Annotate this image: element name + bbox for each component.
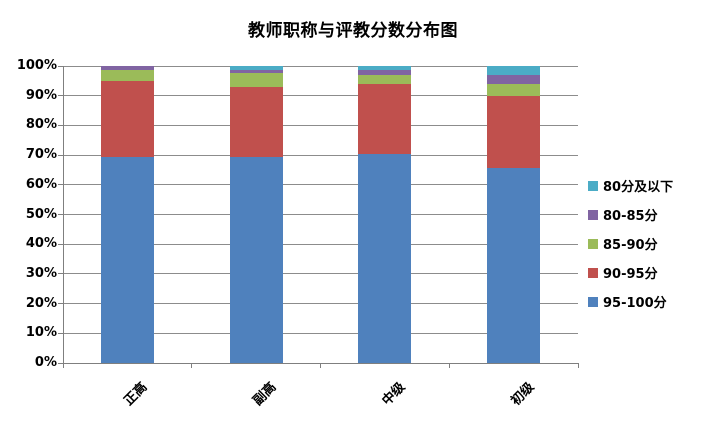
bar-segment-初级-85-90分 — [487, 83, 541, 96]
x-axis-tick — [62, 363, 64, 368]
y-axis-tick — [58, 214, 63, 215]
legend-item-80-85分: 80-85分 — [588, 200, 706, 229]
x-axis-category-label: 正高 — [121, 379, 151, 409]
y-gridline — [63, 154, 578, 156]
y-axis-tick — [58, 303, 63, 305]
x-axis-tick — [191, 363, 193, 368]
bar-segment-初级-95-100分 — [487, 168, 541, 363]
bar-segment-副高-80-85分 — [229, 69, 283, 74]
y-axis-tick — [58, 65, 63, 67]
legend-item-90-95分: 90-95分 — [588, 258, 706, 287]
chart-title: 教师职称与评教分数分布图 — [248, 21, 458, 41]
legend-swatch — [588, 209, 598, 220]
y-gridline — [63, 303, 578, 305]
legend-item-80分及以下: 80分及以下 — [588, 171, 706, 200]
y-axis-tick-label: 40% — [25, 236, 57, 252]
y-axis-tick-label: 0% — [34, 355, 57, 370]
y-axis-tick — [58, 332, 63, 334]
y-gridline — [63, 65, 578, 67]
y-axis-tick-label: 60% — [25, 176, 57, 192]
legend: 80分及以下 80-85分 85-90分 90-95分 95-100分 — [588, 171, 706, 316]
x-axis-category-label: 初级 — [508, 379, 538, 409]
x-axis-line — [63, 363, 579, 364]
y-axis-tick — [58, 95, 63, 97]
y-gridline — [63, 95, 578, 97]
x-axis-tick — [320, 363, 321, 368]
y-axis-tick-label: 30% — [25, 265, 57, 281]
bar-segment-副高-80分及以下 — [229, 66, 283, 70]
y-axis-tick — [58, 184, 63, 186]
legend-label: 95-100分 — [603, 296, 667, 311]
bar-segment-初级-80分及以下 — [487, 66, 541, 75]
legend-swatch — [588, 296, 598, 307]
legend-item-95-100分: 95-100分 — [588, 287, 706, 316]
y-gridline — [63, 184, 578, 186]
y-axis-tick — [58, 362, 63, 364]
bar-segment-中级-80-85分 — [358, 70, 412, 75]
y-gridline — [63, 273, 578, 275]
y-gridline — [63, 124, 578, 126]
y-axis-tick — [58, 273, 63, 275]
bar-segment-初级-90-95分 — [487, 95, 541, 169]
y-axis-tick — [58, 154, 63, 156]
x-axis-category-label: 中级 — [379, 379, 409, 409]
y-axis-line — [63, 66, 64, 363]
bar-segment-副高-85-90分 — [229, 73, 283, 87]
bar-segment-初级-80-85分 — [487, 74, 541, 84]
x-axis-category-label: 副高 — [250, 379, 280, 409]
y-axis-tick-label: 90% — [25, 87, 57, 103]
y-axis-tick — [58, 243, 63, 245]
legend-label: 80-85分 — [603, 209, 658, 224]
bar-segment-中级-80分及以下 — [358, 66, 412, 71]
legend-item-85-90分: 85-90分 — [588, 229, 706, 258]
x-axis-tick — [448, 363, 450, 368]
x-axis-tick — [577, 363, 579, 368]
bar-segment-正高-90-95分 — [100, 80, 154, 157]
y-axis-tick-label: 10% — [25, 325, 57, 341]
bar-segment-正高-95-100分 — [100, 156, 154, 363]
y-gridline — [63, 243, 578, 245]
y-axis-tick-label: 100% — [16, 58, 57, 73]
y-axis-tick — [58, 124, 63, 126]
bar-segment-中级-85-90分 — [358, 74, 412, 84]
y-axis-tick-label: 50% — [25, 206, 57, 222]
bar-segment-正高-85-90分 — [100, 70, 154, 81]
bar-segment-中级-95-100分 — [358, 153, 412, 363]
y-axis-tick-label: 80% — [25, 117, 57, 133]
y-axis-tick-label: 20% — [25, 295, 57, 311]
legend-swatch — [588, 267, 598, 278]
y-axis-tick-label: 70% — [25, 147, 57, 163]
y-gridline — [63, 214, 578, 215]
bar-segment-中级-90-95分 — [358, 83, 412, 154]
legend-swatch — [588, 180, 598, 191]
bar-segment-副高-90-95分 — [229, 86, 283, 157]
legend-label: 80分及以下 — [603, 180, 674, 195]
bar-segment-正高-80-85分 — [100, 66, 154, 71]
legend-swatch — [588, 238, 598, 249]
legend-label: 85-90分 — [603, 238, 658, 253]
legend-label: 90-95分 — [603, 267, 658, 282]
bar-segment-副高-95-100分 — [229, 156, 283, 363]
y-gridline — [63, 332, 578, 334]
